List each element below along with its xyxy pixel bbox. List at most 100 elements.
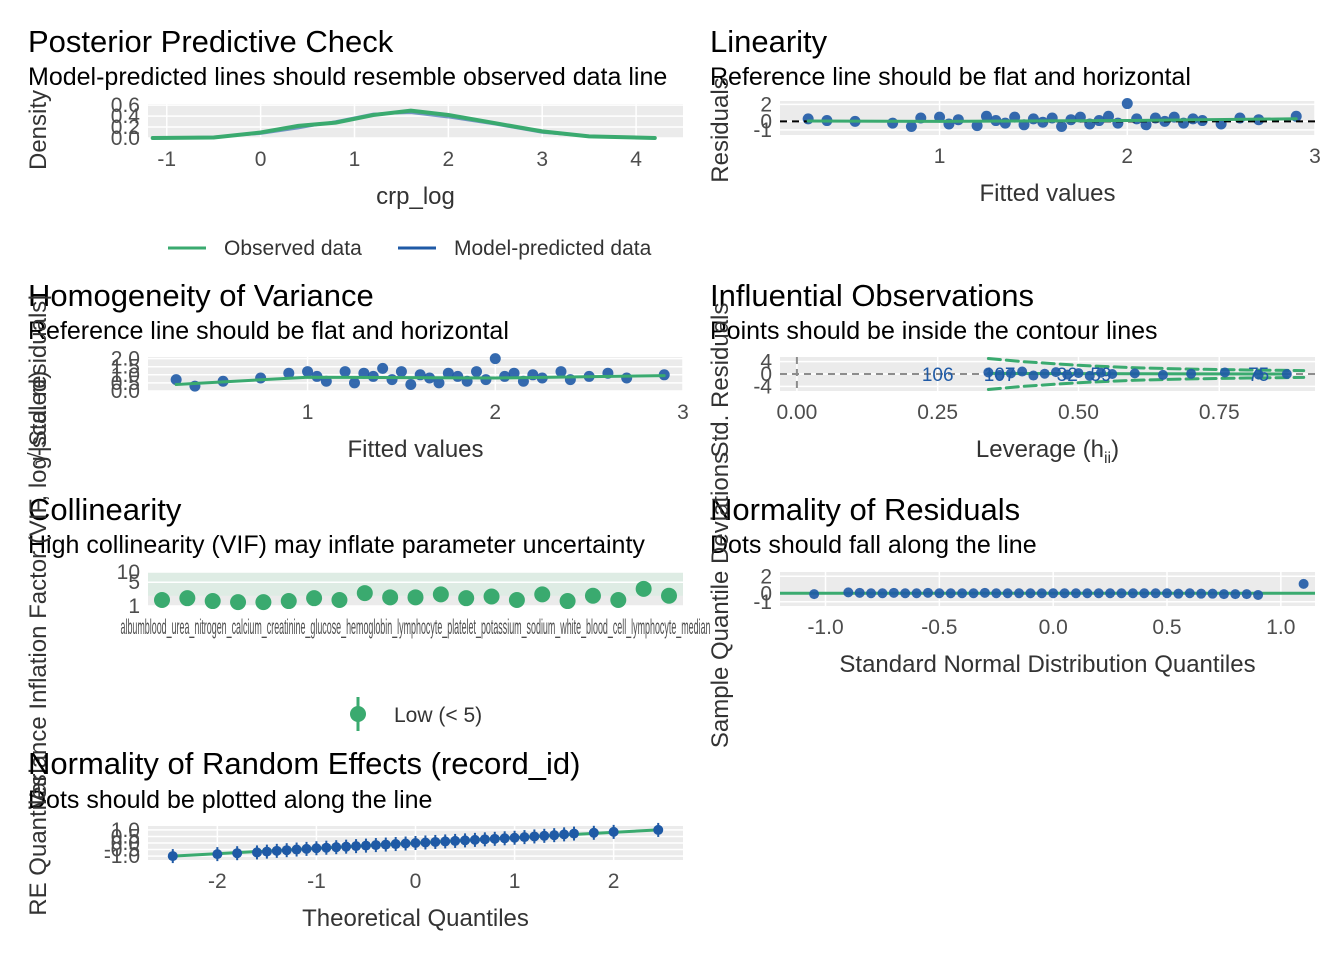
legend-key-low (350, 706, 366, 722)
y-tick-label: 0.2 (111, 116, 140, 139)
data-point (1162, 588, 1173, 599)
data-point (450, 835, 461, 846)
data-point (499, 833, 510, 844)
vif-point (559, 593, 576, 610)
data-point (887, 117, 899, 129)
panel-title: Homogeneity of Variance (28, 278, 374, 313)
data-point (1002, 588, 1013, 599)
data-point (390, 839, 401, 850)
point-label: 75 (1248, 365, 1269, 386)
panel-title: Normality of Residuals (710, 492, 1020, 527)
data-point (588, 827, 599, 838)
y-axis-label: Residuals (707, 77, 734, 182)
data-point (1157, 369, 1168, 380)
data-point (539, 830, 550, 841)
data-point (1139, 588, 1150, 599)
data-point (321, 842, 332, 853)
data-point (994, 369, 1005, 380)
smooth-line (806, 117, 1298, 123)
data-point (843, 587, 854, 598)
x-axis-label: Fitted values (979, 180, 1115, 207)
data-point (952, 114, 964, 126)
panel-subtitle: Points should be inside the contour line… (710, 317, 1158, 345)
data-point (1116, 588, 1127, 599)
data-point (360, 840, 371, 851)
panel-normality-residuals: Normality of Residuals Dots should fall a… (707, 452, 1315, 748)
x-tick-label: 0.00 (776, 401, 817, 424)
data-point (212, 849, 223, 860)
data-point (1173, 588, 1184, 599)
x-axis-label: Standard Normal Distribution Quantiles (839, 651, 1255, 678)
data-point (1056, 121, 1068, 132)
data-point (460, 835, 471, 846)
contour-line-lower (986, 375, 1306, 391)
legend-label-low: Low (< 5) (394, 704, 482, 727)
point-label: 59 (1090, 365, 1111, 386)
data-point (271, 845, 282, 856)
data-point (980, 110, 992, 122)
panel-linearity: Linearity Reference line should be flat a… (707, 24, 1321, 207)
y-tick-label: 1.0 (111, 364, 140, 387)
data-point (400, 838, 411, 849)
data-point (1070, 588, 1081, 599)
x-tick-label: 0 (410, 870, 422, 893)
legend-label-observed: Observed data (224, 237, 362, 260)
vif-point (661, 587, 677, 604)
y-tick-label: 0.0 (111, 832, 140, 855)
data-point (559, 829, 570, 840)
panel-subtitle: Dots should fall along the line (710, 531, 1037, 559)
low-vif-band (148, 572, 683, 596)
data-point (529, 831, 540, 842)
x-tick-label: 3 (536, 148, 548, 171)
data-point (1219, 367, 1230, 378)
data-point (489, 353, 501, 365)
x-tick-label: 2 (489, 401, 501, 424)
data-point (968, 588, 979, 599)
data-point (1184, 588, 1195, 599)
data-point (983, 367, 994, 378)
data-point (922, 587, 933, 598)
y-axis-label: Sample Quantile Deviations (707, 452, 734, 748)
data-point (877, 588, 888, 599)
data-point (905, 121, 917, 132)
vif-point (356, 585, 373, 602)
data-point (311, 843, 322, 854)
x-axis-label-end: ) (1111, 436, 1119, 463)
data-point (621, 372, 633, 384)
y-tick-label: 2 (760, 565, 772, 588)
smooth-line (174, 374, 666, 386)
x-tick-label: 1 (302, 401, 314, 424)
data-point (283, 367, 295, 379)
data-point (1027, 113, 1039, 125)
vif-point (407, 589, 424, 606)
x-tick-label: 2 (1121, 145, 1133, 168)
x-tick-label: 1 (509, 870, 521, 893)
y-tick-label: 0.0 (111, 127, 140, 150)
data-point (1050, 367, 1061, 378)
vif-point (635, 580, 652, 597)
series-line-observed (150, 108, 657, 140)
vif-point (483, 588, 500, 605)
y-axis-label: RE Quantiles (25, 774, 52, 915)
data-point (1073, 368, 1084, 379)
data-point (1039, 368, 1050, 379)
data-point (430, 836, 441, 847)
data-point (1048, 588, 1059, 599)
data-point (1103, 110, 1115, 122)
y-tick-label: 0.0 (111, 380, 140, 403)
data-point (1036, 588, 1047, 599)
data-point (302, 366, 314, 378)
data-point (1207, 588, 1218, 599)
y-tick-label: 0.6 (111, 94, 140, 117)
vif-point (331, 592, 348, 609)
data-point (608, 826, 619, 837)
y-tick-label: 0 (760, 110, 772, 133)
data-point (569, 828, 580, 839)
y-axis-label: Std. Residuals (707, 303, 734, 458)
data-point (945, 588, 956, 599)
y-tick-label: 2 (760, 93, 772, 116)
data-point (167, 851, 178, 862)
data-point (653, 824, 664, 835)
y-tick-label: 2.0 (111, 348, 140, 371)
